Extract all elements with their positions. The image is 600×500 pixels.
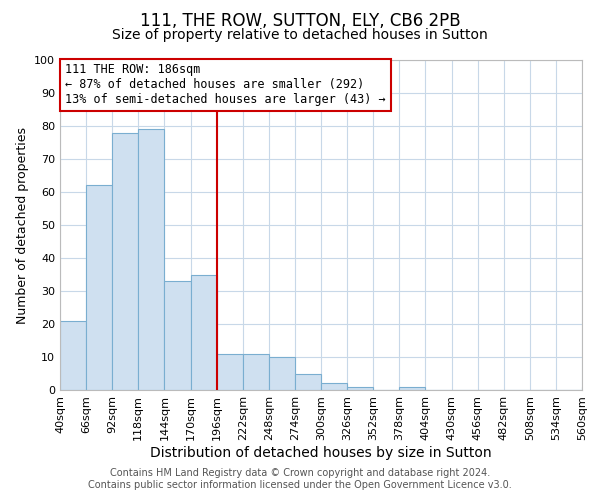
Bar xyxy=(321,384,347,390)
Text: 111 THE ROW: 186sqm
← 87% of detached houses are smaller (292)
13% of semi-detac: 111 THE ROW: 186sqm ← 87% of detached ho… xyxy=(65,64,386,106)
Text: 111, THE ROW, SUTTON, ELY, CB6 2PB: 111, THE ROW, SUTTON, ELY, CB6 2PB xyxy=(140,12,460,30)
Y-axis label: Number of detached properties: Number of detached properties xyxy=(16,126,29,324)
Bar xyxy=(191,274,217,390)
Bar xyxy=(582,386,600,390)
Bar xyxy=(269,357,295,390)
Bar xyxy=(164,281,191,390)
Bar xyxy=(60,320,86,390)
Bar xyxy=(242,354,269,390)
Text: Contains public sector information licensed under the Open Government Licence v3: Contains public sector information licen… xyxy=(88,480,512,490)
X-axis label: Distribution of detached houses by size in Sutton: Distribution of detached houses by size … xyxy=(150,446,492,460)
Bar xyxy=(86,186,112,390)
Bar xyxy=(139,130,164,390)
Bar xyxy=(400,386,425,390)
Bar xyxy=(217,354,242,390)
Bar xyxy=(295,374,321,390)
Bar xyxy=(347,386,373,390)
Text: Contains HM Land Registry data © Crown copyright and database right 2024.: Contains HM Land Registry data © Crown c… xyxy=(110,468,490,477)
Bar xyxy=(112,132,138,390)
Text: Size of property relative to detached houses in Sutton: Size of property relative to detached ho… xyxy=(112,28,488,42)
